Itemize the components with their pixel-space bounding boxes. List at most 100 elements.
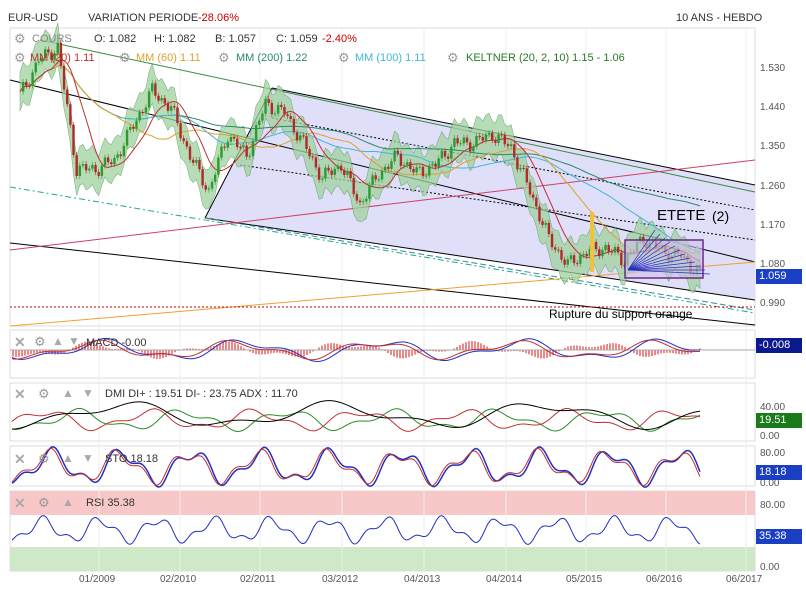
sto-up-icon[interactable]: ▲: [62, 451, 74, 465]
macd-bar: [72, 347, 74, 350]
sto-gear-icon[interactable]: ⚙: [38, 451, 50, 466]
macd-bar: [459, 345, 461, 350]
rsi-gear-icon[interactable]: ⚙: [38, 495, 50, 510]
macd-bar: [189, 348, 191, 350]
rsi-up-icon[interactable]: ▲: [62, 495, 74, 509]
macd-bar: [408, 350, 410, 358]
macd-bar: [141, 350, 143, 353]
macd-bar: [642, 350, 644, 357]
mm200-gear-icon[interactable]: ⚙: [218, 50, 230, 65]
sto-label: STO 18.18: [105, 453, 158, 465]
macd-bar: [396, 350, 398, 358]
mm60-label: MM (60) 1.11: [136, 52, 201, 64]
macd-bar: [351, 347, 353, 350]
cours-gear-icon[interactable]: ⚙: [14, 31, 26, 46]
macd-bar: [438, 350, 440, 352]
macd-bar: [603, 344, 605, 350]
macd-bar: [453, 348, 455, 350]
macd-down-icon[interactable]: ▼: [68, 334, 80, 348]
macd-close-icon[interactable]: ✕: [14, 334, 26, 350]
macd-bar: [156, 350, 158, 359]
macd-bar: [387, 350, 389, 354]
macd-bar: [363, 345, 365, 350]
mm200-label: MM (200) 1.22: [236, 52, 308, 64]
variation-value: -28.06%: [198, 12, 239, 24]
mm100-gear-icon[interactable]: ⚙: [338, 50, 350, 65]
macd-bar: [93, 342, 95, 350]
macd-bar: [27, 350, 29, 355]
dmi-down-icon[interactable]: ▼: [82, 386, 94, 400]
macd-gear-icon[interactable]: ⚙: [34, 334, 46, 349]
rsi-close-icon[interactable]: ✕: [14, 495, 26, 511]
macd-bar: [462, 343, 464, 350]
macd-bar: [582, 346, 584, 350]
fan-line: [627, 253, 686, 271]
macd-bar: [576, 345, 578, 350]
macd-bar: [285, 350, 287, 355]
macd-bar: [525, 350, 527, 354]
macd-bar: [591, 347, 593, 350]
macd-bar: [261, 350, 263, 355]
dmi-up-icon[interactable]: ▲: [62, 386, 74, 400]
macd-bar: [336, 343, 338, 350]
keltner-gear-icon[interactable]: ⚙: [447, 50, 459, 65]
macd-bar: [384, 350, 386, 352]
macd-bar: [273, 350, 275, 353]
mm60-gear-icon[interactable]: ⚙: [119, 50, 131, 65]
mm20-label: MM (20) 1.11: [30, 52, 95, 64]
macd-bar: [84, 341, 86, 350]
macd-bar: [309, 350, 311, 354]
macd-bar: [21, 350, 23, 357]
macd-bar: [126, 348, 128, 350]
macd-bar: [477, 342, 479, 350]
macd-bar: [219, 343, 221, 350]
sto-close-icon[interactable]: ✕: [14, 451, 26, 467]
macd-bar: [267, 350, 269, 354]
macd-bar: [663, 350, 665, 353]
macd-bar: [252, 350, 254, 354]
macd-bar: [366, 345, 368, 350]
macd-up-icon[interactable]: ▲: [52, 334, 64, 348]
channel-dotted-2: [239, 164, 756, 241]
price-tick-5: 1.080: [760, 258, 786, 270]
macd-bar: [207, 348, 209, 350]
chart-header: EUR-USD VARIATION PERIODE : -28.06% 10 A…: [0, 0, 806, 28]
macd-bar: [330, 343, 332, 350]
period-label[interactable]: 10 ANS - HEBDO: [676, 12, 763, 24]
macd-bar: [243, 348, 245, 350]
macd-bar: [660, 350, 662, 354]
macd-bar: [399, 350, 401, 359]
sto-down-icon[interactable]: ▼: [82, 451, 94, 465]
x-tick-4: 04/2013: [404, 574, 441, 585]
x-tick-6: 05/2015: [566, 574, 603, 585]
macd-bar: [258, 350, 260, 355]
macd-bar: [174, 350, 176, 353]
macd-bar: [657, 350, 659, 355]
macd-bar: [483, 344, 485, 350]
sto-tick-80: 80.00: [760, 448, 786, 459]
macd-bar: [276, 350, 278, 353]
macd-bar: [123, 348, 125, 350]
mm100-label: MM (100) 1.11: [355, 52, 426, 64]
macd-bar: [639, 350, 641, 357]
red-trendline: [9, 159, 756, 251]
macd-bar: [279, 350, 281, 353]
macd-bar: [606, 343, 608, 350]
dmi-gear-icon[interactable]: ⚙: [38, 386, 50, 401]
macd-bar: [645, 350, 647, 357]
macd-bar: [354, 347, 356, 350]
macd-bar: [348, 346, 350, 350]
price-tick-1: 1.440: [760, 102, 786, 114]
macd-bar: [99, 345, 101, 350]
dmi-close-icon[interactable]: ✕: [14, 386, 26, 402]
low-value: B: 1.057: [215, 33, 256, 45]
macd-bar: [132, 348, 134, 350]
rsi-overbought-zone: [10, 491, 755, 515]
mm20-gear-icon[interactable]: ⚙: [14, 50, 26, 65]
macd-bar: [357, 346, 359, 350]
variation-label: VARIATION PERIODE :: [88, 12, 205, 24]
keltner-label: KELTNER (20, 2, 10) 1.15 - 1.06: [466, 52, 625, 64]
macd-bar: [75, 345, 77, 350]
macd-bar: [300, 350, 302, 357]
